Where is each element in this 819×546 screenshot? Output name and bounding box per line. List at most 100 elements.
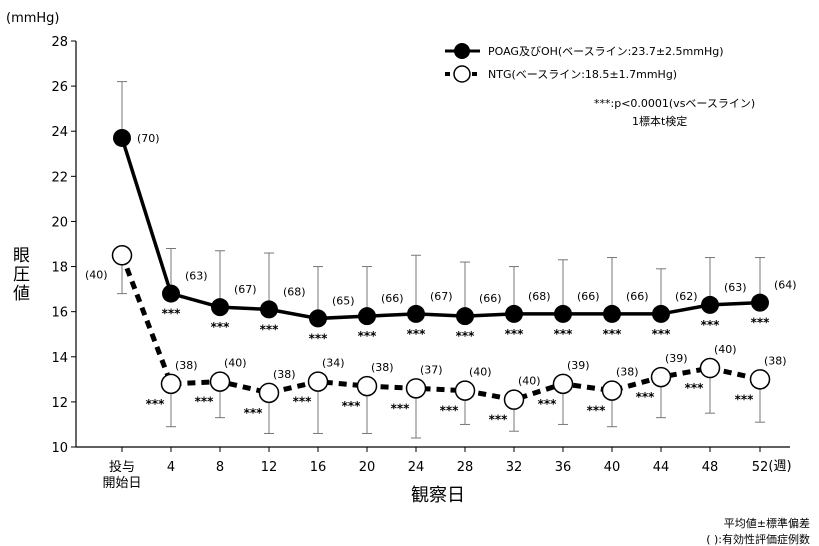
sig-poag: *** bbox=[162, 307, 182, 321]
x-axis-title: 観察日 bbox=[411, 485, 465, 506]
y-tick-label: 28 bbox=[51, 35, 68, 50]
sig-poag: *** bbox=[260, 322, 280, 336]
n-label-poag: (63) bbox=[185, 270, 208, 283]
point-ntg bbox=[601, 380, 623, 401]
n-label-poag: (68) bbox=[528, 290, 551, 303]
sig-ntg: *** bbox=[489, 413, 509, 427]
legend-poag-label: POAG及びOH(ベースライン:23.7±2.5mmHg) bbox=[488, 45, 724, 58]
point-ntg bbox=[356, 375, 378, 397]
y-axis-title: 眼圧値 bbox=[9, 246, 30, 303]
y-tick-label: 24 bbox=[51, 125, 68, 140]
x-tick-label: 32 bbox=[506, 460, 523, 475]
n-label-ntg: (38) bbox=[616, 366, 639, 379]
n-label-poag: (65) bbox=[332, 294, 355, 307]
n-label-ntg: (40) bbox=[714, 343, 737, 356]
n-label-ntg: (38) bbox=[764, 354, 787, 367]
point-poag bbox=[162, 284, 180, 303]
point-poag bbox=[211, 298, 229, 317]
x-tick-label: 16 bbox=[310, 460, 327, 475]
point-poag bbox=[701, 295, 719, 314]
point-poag bbox=[505, 304, 523, 323]
sig-poag: *** bbox=[652, 327, 672, 341]
sig-legend-note: ***:p<0.0001(vsベースライン) bbox=[594, 97, 755, 110]
footnote-n: ( ):有効性評価症例数 bbox=[706, 532, 810, 546]
point-ntg bbox=[307, 371, 329, 392]
point-poag bbox=[260, 300, 278, 319]
sig-ntg: *** bbox=[735, 392, 755, 406]
n-label-poag: (66) bbox=[626, 290, 649, 303]
n-label-poag: (70) bbox=[137, 132, 160, 145]
sig-poag: *** bbox=[407, 327, 427, 341]
legend-ntg-label: NTG(ベースライン:18.5±1.7mmHg) bbox=[488, 68, 677, 81]
y-tick-label: 26 bbox=[51, 80, 68, 95]
y-tick-label: 22 bbox=[51, 170, 68, 185]
sig-ntg: *** bbox=[440, 404, 460, 418]
legend: POAG及びOH(ベースライン:23.7±2.5mmHg) NTG(ベースライン… bbox=[445, 43, 724, 83]
point-poag bbox=[113, 128, 131, 147]
point-ntg bbox=[650, 366, 672, 388]
sig-ntg: *** bbox=[146, 397, 166, 411]
n-label-poag: (68) bbox=[283, 285, 306, 298]
point-ntg bbox=[552, 373, 574, 395]
point-ntg bbox=[160, 373, 182, 395]
x-unit-label: (週) bbox=[768, 459, 791, 474]
sig-ntg: *** bbox=[636, 390, 656, 404]
sig-poag: *** bbox=[309, 331, 329, 345]
sig-ntg: *** bbox=[587, 404, 607, 418]
point-ntg bbox=[749, 369, 771, 390]
sig-ntg: *** bbox=[293, 395, 313, 409]
n-label-ntg: (40) bbox=[224, 357, 247, 370]
n-label-ntg: (38) bbox=[175, 359, 198, 372]
point-poag bbox=[407, 304, 425, 323]
sig-ntg: *** bbox=[685, 381, 705, 395]
legend-poag-marker bbox=[454, 43, 470, 59]
point-ntg bbox=[503, 389, 525, 410]
x-tick-label: 40 bbox=[604, 460, 621, 475]
n-label-ntg: (38) bbox=[371, 361, 394, 374]
y-tick-label: 14 bbox=[51, 351, 68, 366]
sig-poag: *** bbox=[751, 316, 771, 330]
point-ntg bbox=[111, 245, 133, 266]
point-ntg bbox=[454, 380, 476, 401]
y-tick-label: 18 bbox=[51, 261, 68, 276]
n-label-poag: (67) bbox=[234, 283, 257, 296]
x-tick-label: 20 bbox=[359, 460, 376, 475]
point-ntg bbox=[405, 378, 427, 399]
sig-poag: *** bbox=[505, 327, 525, 341]
n-label-ntg: (34) bbox=[322, 357, 345, 370]
sig-poag: *** bbox=[554, 327, 574, 341]
x-tick-label: 48 bbox=[702, 460, 719, 475]
point-ntg bbox=[258, 382, 280, 404]
sig-ntg: *** bbox=[244, 406, 264, 420]
y-tick-label: 12 bbox=[51, 396, 68, 411]
n-label-ntg: (40) bbox=[85, 268, 108, 281]
point-ntg bbox=[209, 371, 231, 392]
sig-poag: *** bbox=[358, 329, 378, 343]
x-tick-label: 28 bbox=[457, 460, 474, 475]
test-name-note: 1標本t検定 bbox=[632, 114, 687, 128]
footnote-mean-sd: 平均値±標準偏差 bbox=[724, 516, 810, 530]
y-tick-label: 10 bbox=[51, 441, 68, 456]
n-label-ntg: (38) bbox=[273, 368, 296, 381]
x-tick-label: 36 bbox=[555, 460, 572, 475]
point-poag bbox=[358, 307, 376, 326]
n-label-poag: (62) bbox=[675, 290, 698, 303]
x-tick-label: 4 bbox=[167, 460, 175, 475]
x-tick-label: 開始日 bbox=[102, 476, 141, 491]
n-label-ntg: (40) bbox=[518, 375, 541, 388]
point-poag bbox=[456, 307, 474, 326]
sig-ntg: *** bbox=[195, 395, 215, 409]
sig-ntg: *** bbox=[538, 397, 558, 411]
x-tick-label: 8 bbox=[216, 460, 224, 475]
n-label-ntg: (39) bbox=[567, 359, 590, 372]
sig-poag: *** bbox=[211, 320, 231, 334]
sig-poag: *** bbox=[701, 318, 721, 332]
x-tick-label: 投与 bbox=[109, 459, 135, 475]
sig-ntg: *** bbox=[391, 401, 411, 415]
point-poag bbox=[554, 304, 572, 323]
n-label-ntg: (40) bbox=[469, 366, 492, 379]
x-tick-label: 52 bbox=[752, 460, 769, 475]
n-label-poag: (67) bbox=[430, 290, 453, 303]
